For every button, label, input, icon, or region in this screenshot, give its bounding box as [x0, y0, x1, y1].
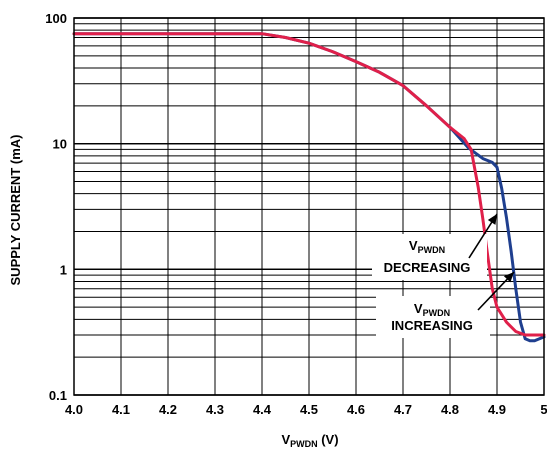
- x-tick-label: 5: [540, 402, 547, 417]
- y-axis-title: SUPPLY CURRENT (mA): [8, 135, 23, 286]
- annotation-label: DECREASING: [384, 260, 471, 275]
- x-tick-label: 4.4: [253, 402, 272, 417]
- series-lines: [72, 32, 546, 343]
- x-tick-label: 4.2: [159, 402, 177, 417]
- plot-frame: [73, 17, 545, 396]
- x-tick-label: 4.3: [206, 402, 224, 417]
- x-tick-label: 4.0: [65, 402, 83, 417]
- x-tick-label: 4.9: [488, 402, 506, 417]
- x-axis-title: VPWDN (V): [281, 432, 338, 449]
- annotation-title: VPWDN: [414, 301, 450, 318]
- arrow-head: [487, 214, 497, 225]
- x-tick-label: 4.5: [300, 402, 318, 417]
- x-tick-label: 4.8: [441, 402, 459, 417]
- annotation-box: [372, 234, 487, 280]
- x-tick-label: 4.6: [347, 402, 365, 417]
- x-tick-labels: 4.0 4.1 4.2 4.3 4.4 4.5 4.6 4.7 4.8 4.9 5: [65, 402, 547, 417]
- y-tick-label: 100: [45, 11, 67, 26]
- x-tick-label: 4.1: [112, 402, 130, 417]
- annotation-box: [376, 296, 490, 338]
- y-tick-labels: 0.1 1 10 100: [45, 11, 67, 403]
- x-tick-label: 4.7: [394, 402, 412, 417]
- arrow-head: [503, 272, 514, 283]
- series-line-1: [72, 32, 546, 337]
- annotation-label: INCREASING: [391, 318, 473, 333]
- y-tick-label: 1: [60, 262, 67, 277]
- y-tick-label: 10: [53, 137, 67, 152]
- y-tick-label: 0.1: [49, 388, 67, 403]
- annotation-title: VPWDN: [409, 238, 445, 255]
- plot-border: [73, 17, 545, 396]
